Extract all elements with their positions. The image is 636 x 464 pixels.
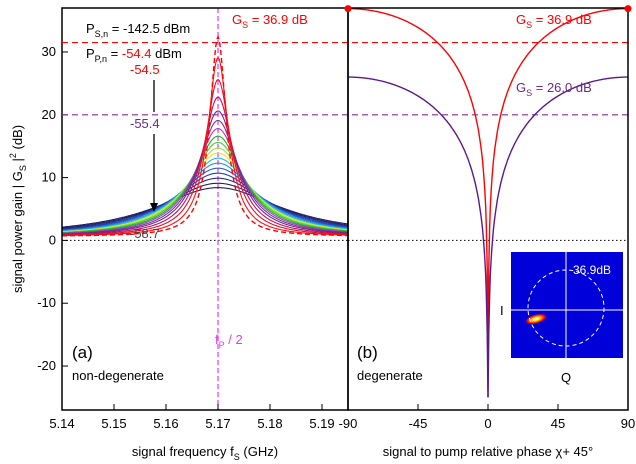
y-axis-title: signal power gain | GS |2 (dB): [8, 125, 28, 293]
gain-curve-17: [62, 56, 348, 237]
x-axis-title-b: signal to pump relative phase χ+ 45°: [383, 444, 593, 459]
x-tick-label-b: -90: [339, 416, 358, 431]
panel-b-endpoint-markers: [344, 5, 632, 13]
panel-b-ticks: -90 -45 0 45 90: [339, 404, 635, 431]
mode-label-a: non-degenerate: [72, 368, 164, 383]
y-tick-label: 0: [49, 232, 56, 247]
pump-label-mid: -55.4: [130, 116, 160, 131]
gain-curve-2: [62, 182, 348, 229]
iq-inset: 36.9dB I Q: [500, 252, 623, 385]
x-tick-label-b: 90: [621, 416, 635, 431]
inset-background: [511, 252, 623, 358]
pump-label-high: -54.5: [130, 62, 160, 77]
gain-curve-18: [62, 35, 348, 237]
x-axis-title-a: signal frequency fS (GHz): [132, 444, 278, 462]
y-tick-label: -10: [37, 295, 56, 310]
y-tick-label: 30: [42, 44, 56, 59]
panel-a: 5.14 5.15 5.16 5.17 5.18 5.19 -20 -10 0 10 20 30 PS…: [37, 7, 349, 462]
x-tick-label-a: 5.19: [309, 416, 334, 431]
panel-label-b: (b): [357, 343, 378, 362]
x-tick-label-b: 45: [551, 416, 565, 431]
y-tick-label: 20: [42, 107, 56, 122]
x-tick-label-a: 5.18: [257, 416, 282, 431]
inset-q-label: Q: [561, 370, 571, 385]
pump-label-low: -58.7: [130, 226, 160, 241]
x-tick-label-b: 0: [484, 416, 491, 431]
panel-a-ticks: 5.14 5.15 5.16 5.17 5.18 5.19 -20 -10 0 10 20 30: [37, 44, 334, 431]
panel-b: -90 -45 0 45 90 GS = 36.9 dB GS = 26.0 dB (b…: [62, 5, 635, 459]
panel-a-reference-lines: [62, 8, 348, 410]
panel-b-reference-lines: [62, 41, 628, 241]
gain-curve-8: [62, 152, 348, 233]
gain-curve-6: [62, 162, 348, 232]
signal-power-annotation: PS,n = -142.5 dBm: [86, 21, 190, 39]
panel-b-series: [348, 8, 628, 398]
x-tick-label-a: 5.17: [205, 416, 230, 431]
gain-curve-5: [62, 167, 348, 231]
x-tick-label-b: -45: [409, 416, 428, 431]
x-tick-label-a: 5.15: [101, 416, 126, 431]
phase-gain-curve-2: [348, 76, 628, 398]
gain-curve-1: [62, 187, 348, 228]
mode-label-b: degenerate: [357, 368, 423, 383]
x-tick-label-a: 5.16: [153, 416, 178, 431]
pump-arrow-head: [150, 203, 158, 212]
panel-label-a: (a): [72, 343, 93, 362]
gain-curve-16: [62, 78, 348, 236]
panel-a-frame: [61, 7, 349, 411]
inset-i-label: I: [500, 303, 504, 318]
gain-label-high: GS = 36.9 dB: [516, 12, 592, 30]
max-gain-label-a: GS = 36.9 dB: [232, 12, 308, 30]
inset-gain-label: 36.9dB: [573, 263, 611, 277]
max-gain-marker-2: [624, 5, 632, 13]
gain-curve-3: [62, 177, 348, 230]
y-tick-label: -20: [37, 358, 56, 373]
gain-curve-9: [62, 147, 348, 233]
center-frequency-label: fP / 2: [215, 332, 243, 350]
gain-label-low: GS = 26.0 dB: [516, 80, 592, 98]
x-tick-label-a: 5.14: [49, 416, 74, 431]
max-gain-marker-1: [344, 5, 352, 13]
gain-curve-10: [62, 141, 348, 234]
panel-a-series: [62, 35, 348, 237]
pump-power-annotation: PP,n = -54.4 dBm: [86, 46, 182, 64]
y-tick-label: 10: [42, 170, 56, 185]
gain-curve-4: [62, 172, 348, 231]
